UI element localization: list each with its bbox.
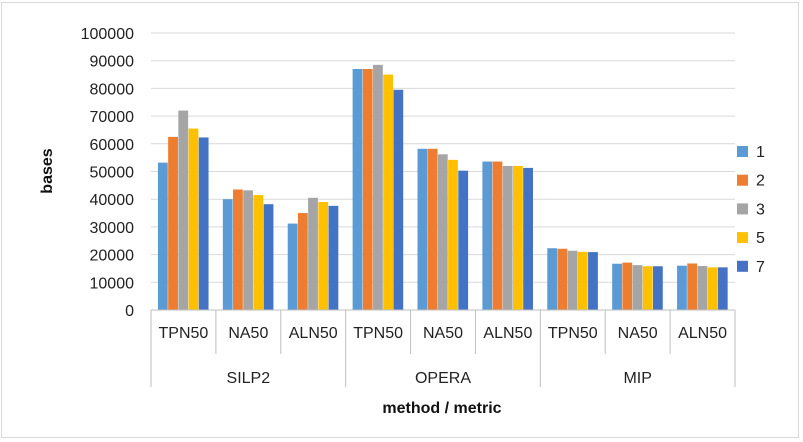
- bar-series-2: [297, 213, 308, 310]
- legend-swatch: [737, 174, 748, 186]
- y-tick-label: 60000: [90, 137, 135, 154]
- bar-series-2: [687, 263, 698, 310]
- y-axis-ticks: 0 10000 20000 30000 40000 50000 60000 70000 8000…: [81, 26, 134, 320]
- legend-item: 2: [737, 173, 765, 190]
- x-category-label: TPN50: [353, 325, 403, 342]
- legend-label: 3: [756, 201, 765, 218]
- legend-swatch: [737, 146, 748, 157]
- x-category-label: ALN50: [483, 325, 532, 342]
- legend-item: 3: [737, 201, 765, 218]
- legend-label: 5: [756, 230, 765, 247]
- bar-series-1: [612, 263, 622, 310]
- bars: [157, 64, 728, 310]
- bar-series-1: [677, 265, 687, 310]
- x-group-label: SILP2: [227, 370, 271, 387]
- y-tick-label: 20000: [90, 248, 135, 265]
- y-tick-label: 40000: [90, 192, 135, 209]
- y-tick-label: 30000: [90, 220, 135, 237]
- bar-series-1: [547, 248, 558, 310]
- legend-label: 1: [756, 144, 765, 161]
- legend-swatch: [737, 260, 748, 272]
- bar-series-5: [707, 267, 718, 310]
- legend-item: 1: [737, 144, 765, 161]
- y-tick-label: 100000: [81, 26, 134, 43]
- x-category-label: TPN50: [159, 325, 209, 342]
- bar-series-3: [567, 250, 578, 310]
- bar-series-1: [222, 199, 233, 310]
- x-group-label: MIP: [623, 370, 651, 387]
- bar-series-3: [697, 265, 708, 310]
- bar-series-5: [642, 266, 653, 310]
- bar-series-3: [502, 165, 513, 310]
- legend: 1 2 3 5 7: [737, 144, 765, 276]
- bar-series-2: [427, 148, 438, 310]
- legend-swatch: [737, 203, 748, 215]
- bar-series-2: [557, 248, 568, 310]
- bar-series-5: [253, 195, 264, 310]
- bar-series-2: [622, 262, 633, 310]
- y-tick-label: 50000: [90, 165, 135, 182]
- y-tick-label: 70000: [90, 109, 135, 126]
- legend-label: 2: [756, 173, 765, 190]
- x-axis-title: method / metric: [382, 400, 501, 417]
- bar-series-1: [157, 162, 168, 310]
- bar-series-1: [287, 223, 298, 310]
- bar-series-1: [482, 161, 493, 310]
- bar-series-3: [632, 265, 643, 310]
- y-tick-label: 10000: [90, 275, 135, 292]
- bar-series-2: [362, 69, 373, 310]
- bar-series-3: [308, 197, 318, 310]
- bar-series-7: [588, 252, 598, 310]
- bar-series-7: [523, 167, 533, 310]
- bar-series-3: [373, 64, 383, 310]
- x-axis: TPN50 NA50 ALN50 TPN50 NA50 ALN50 TPN50 NA50 ALN…: [150, 309, 736, 387]
- x-category-label: NA50: [423, 325, 463, 342]
- bar-series-2: [168, 136, 178, 310]
- x-category-label: NA50: [228, 325, 268, 342]
- bar-series-3: [178, 110, 189, 310]
- bar-series-7: [263, 204, 274, 310]
- x-category-label: TPN50: [548, 325, 598, 342]
- bar-series-5: [512, 165, 523, 310]
- bar-series-2: [233, 189, 243, 310]
- y-tick-label: 80000: [90, 81, 135, 98]
- legend-item: 5: [737, 230, 765, 247]
- bar-series-2: [492, 161, 503, 310]
- legend-label: 7: [756, 259, 765, 276]
- bar-series-7: [198, 137, 209, 310]
- bar-series-3: [437, 154, 448, 310]
- y-axis-title: bases: [39, 148, 56, 193]
- bar-series-5: [448, 159, 458, 310]
- x-category-label: ALN50: [289, 325, 338, 342]
- bar-series-1: [352, 69, 363, 310]
- bar-series-5: [318, 201, 329, 310]
- bar-series-5: [383, 74, 394, 310]
- bar-series-3: [243, 190, 254, 310]
- x-group-label: OPERA: [415, 370, 471, 387]
- bar-series-7: [393, 89, 404, 310]
- bar-series-7: [717, 267, 728, 310]
- bar-series-7: [328, 205, 339, 310]
- legend-item: 7: [737, 259, 765, 276]
- x-category-label: ALN50: [678, 325, 727, 342]
- bar-series-5: [577, 251, 588, 310]
- y-tick-label: 90000: [90, 54, 135, 71]
- y-tick-label: 0: [125, 303, 134, 320]
- x-category-label: NA50: [618, 325, 658, 342]
- legend-swatch: [737, 232, 748, 244]
- bar-series-5: [188, 128, 199, 310]
- bar-series-7: [652, 266, 663, 310]
- bar-series-1: [417, 148, 428, 310]
- bar-series-7: [458, 170, 469, 310]
